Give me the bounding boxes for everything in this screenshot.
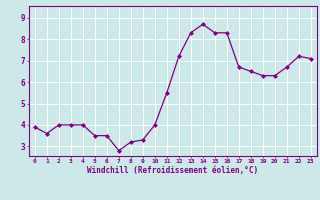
X-axis label: Windchill (Refroidissement éolien,°C): Windchill (Refroidissement éolien,°C) <box>87 166 258 175</box>
